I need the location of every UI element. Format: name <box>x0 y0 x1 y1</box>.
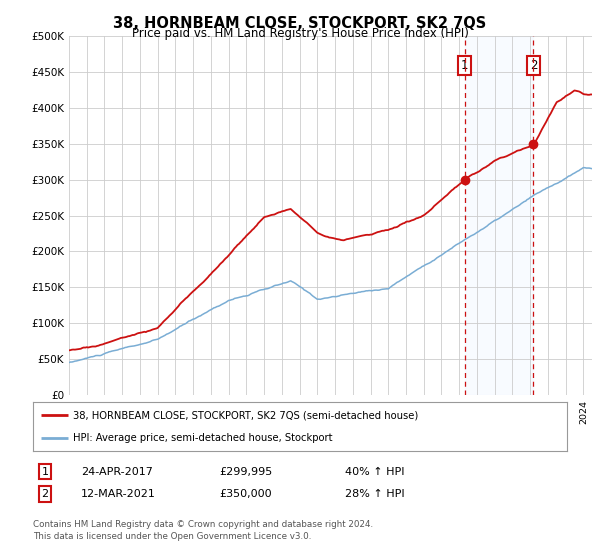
Text: £350,000: £350,000 <box>219 489 272 499</box>
Text: 1: 1 <box>461 59 469 72</box>
Text: Price paid vs. HM Land Registry's House Price Index (HPI): Price paid vs. HM Land Registry's House … <box>131 27 469 40</box>
Text: Contains HM Land Registry data © Crown copyright and database right 2024.
This d: Contains HM Land Registry data © Crown c… <box>33 520 373 541</box>
Text: 38, HORNBEAM CLOSE, STOCKPORT, SK2 7QS: 38, HORNBEAM CLOSE, STOCKPORT, SK2 7QS <box>113 16 487 31</box>
Text: 2: 2 <box>530 59 537 72</box>
Text: 2: 2 <box>41 489 49 499</box>
Text: 38, HORNBEAM CLOSE, STOCKPORT, SK2 7QS (semi-detached house): 38, HORNBEAM CLOSE, STOCKPORT, SK2 7QS (… <box>73 410 418 421</box>
Text: 12-MAR-2021: 12-MAR-2021 <box>81 489 156 499</box>
Text: 1: 1 <box>41 466 49 477</box>
Text: HPI: Average price, semi-detached house, Stockport: HPI: Average price, semi-detached house,… <box>73 433 332 444</box>
Text: £299,995: £299,995 <box>219 466 272 477</box>
Text: 24-APR-2017: 24-APR-2017 <box>81 466 153 477</box>
Text: 28% ↑ HPI: 28% ↑ HPI <box>345 489 404 499</box>
Text: 40% ↑ HPI: 40% ↑ HPI <box>345 466 404 477</box>
Bar <box>464 36 533 395</box>
